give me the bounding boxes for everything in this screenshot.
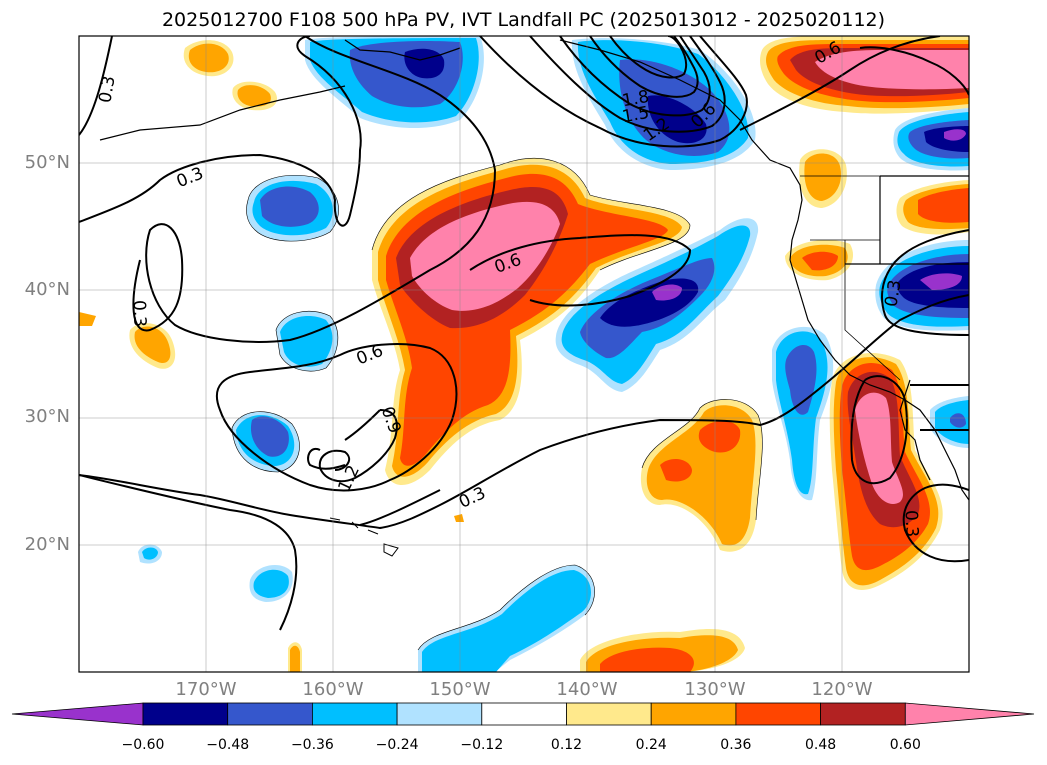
coastlines [99, 39, 969, 501]
lon-label-160w: 160°W [302, 679, 364, 700]
colorbar-tick: 0.60 [889, 737, 921, 753]
lat-label-40n: 40°N [24, 279, 70, 300]
colorbar-extend-max [904, 702, 1035, 726]
colorbar-tick: 0.24 [635, 737, 667, 753]
lon-label-140w: 140°W [556, 679, 618, 700]
contour-label: 0.3 [901, 510, 922, 538]
lat-label-50n: 50°N [24, 152, 70, 173]
negative-pv-anomalies [138, 36, 969, 672]
colorbar-segment [396, 702, 483, 726]
colorbar-segment [820, 702, 906, 726]
map-title: 2025012700 F108 500 hPa PV, IVT Landfall… [161, 9, 886, 31]
colorbar-tick: 0.12 [550, 737, 583, 753]
anomaly-outlines [231, 158, 763, 651]
lon-label-170w: 170°W [175, 679, 237, 700]
contour-label: 0.3 [881, 278, 905, 308]
contour-label: 0.3 [129, 300, 150, 328]
colorbar-segment [566, 702, 652, 726]
lon-label-120w: 120°W [811, 679, 873, 700]
lat-label-20n: 20°N [24, 534, 70, 555]
state-borders [800, 175, 901, 381]
colorbar-extend-min [11, 702, 144, 726]
colorbar-segment [481, 702, 567, 726]
colorbar-tick: −0.48 [206, 737, 250, 753]
lon-label-130w: 130°W [684, 679, 746, 700]
graticule [79, 36, 969, 672]
contour-label: 1.8 [621, 87, 651, 111]
colorbar-segment [735, 702, 822, 726]
colorbar-segment [227, 702, 313, 726]
lat-label-30n: 30°N [24, 406, 70, 427]
contour-label: 1.5 [621, 103, 651, 127]
colorbar-tick: −0.12 [460, 737, 504, 753]
lon-label-150w: 150°W [429, 679, 491, 700]
colorbar-segment [142, 702, 229, 726]
colorbar-segment [650, 702, 737, 726]
colorbar-tick: 0.48 [805, 737, 837, 753]
colorbar [11, 702, 1035, 726]
colorbar-segment [311, 702, 398, 726]
colorbar-tick: −0.60 [121, 737, 165, 753]
colorbar-tick: −0.24 [375, 737, 419, 753]
plot-frame [78, 35, 970, 673]
colorbar-tick: −0.36 [290, 737, 334, 753]
colorbar-tick: 0.36 [720, 737, 752, 753]
contour-label: 0.3 [95, 74, 119, 104]
pv-contours [79, 36, 969, 631]
